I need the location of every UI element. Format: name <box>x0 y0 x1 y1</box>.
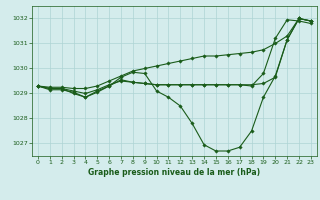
X-axis label: Graphe pression niveau de la mer (hPa): Graphe pression niveau de la mer (hPa) <box>88 168 260 177</box>
